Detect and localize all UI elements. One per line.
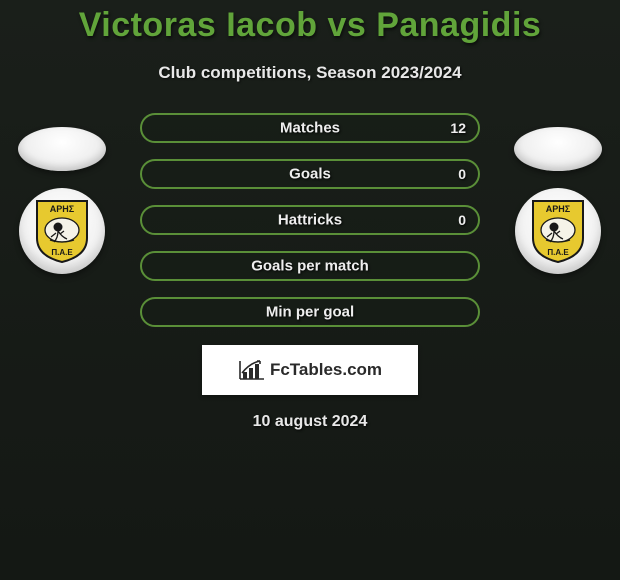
player-avatar-left [18, 127, 106, 171]
subtitle: Club competitions, Season 2023/2024 [0, 63, 620, 83]
stat-row-hattricks: Hattricks 0 [140, 205, 480, 235]
club-crest-icon: ΑΡΗΣ Π.Α.Ε [34, 198, 90, 264]
chart-icon [238, 359, 266, 381]
stat-row-matches: Matches 12 [140, 113, 480, 143]
stat-value-right: 12 [450, 120, 466, 136]
brand-text: FcTables.com [270, 360, 382, 380]
stat-label: Goals per match [251, 258, 369, 275]
page-title: Victoras Iacob vs Panagidis [0, 0, 620, 45]
club-crest-icon: ΑΡΗΣ Π.Α.Ε [530, 198, 586, 264]
stat-row-goals: Goals 0 [140, 159, 480, 189]
comparison-area: ΑΡΗΣ Π.Α.Ε ΑΡΗΣ Π.Α.Ε Match [0, 113, 620, 431]
stat-label: Goals [289, 166, 331, 183]
crest-top-text: ΑΡΗΣ [546, 204, 571, 214]
stat-row-min-per-goal: Min per goal [140, 297, 480, 327]
club-badge-right: ΑΡΗΣ Π.Α.Ε [515, 188, 601, 274]
stat-label: Hattricks [278, 212, 342, 229]
club-badge-left: ΑΡΗΣ Π.Α.Ε [19, 188, 105, 274]
stat-row-goals-per-match: Goals per match [140, 251, 480, 281]
stat-rows: Matches 12 Goals 0 Hattricks 0 Goals per… [140, 113, 480, 327]
crest-bottom-text: Π.Α.Ε [547, 248, 569, 257]
brand-badge: FcTables.com [202, 345, 418, 395]
player-avatar-right [514, 127, 602, 171]
stat-label: Matches [280, 120, 340, 137]
crest-top-text: ΑΡΗΣ [50, 204, 75, 214]
crest-bottom-text: Π.Α.Ε [51, 248, 73, 257]
stat-value-right: 0 [458, 166, 466, 182]
stat-value-right: 0 [458, 212, 466, 228]
date-label: 10 august 2024 [0, 413, 620, 431]
stat-label: Min per goal [266, 304, 354, 321]
